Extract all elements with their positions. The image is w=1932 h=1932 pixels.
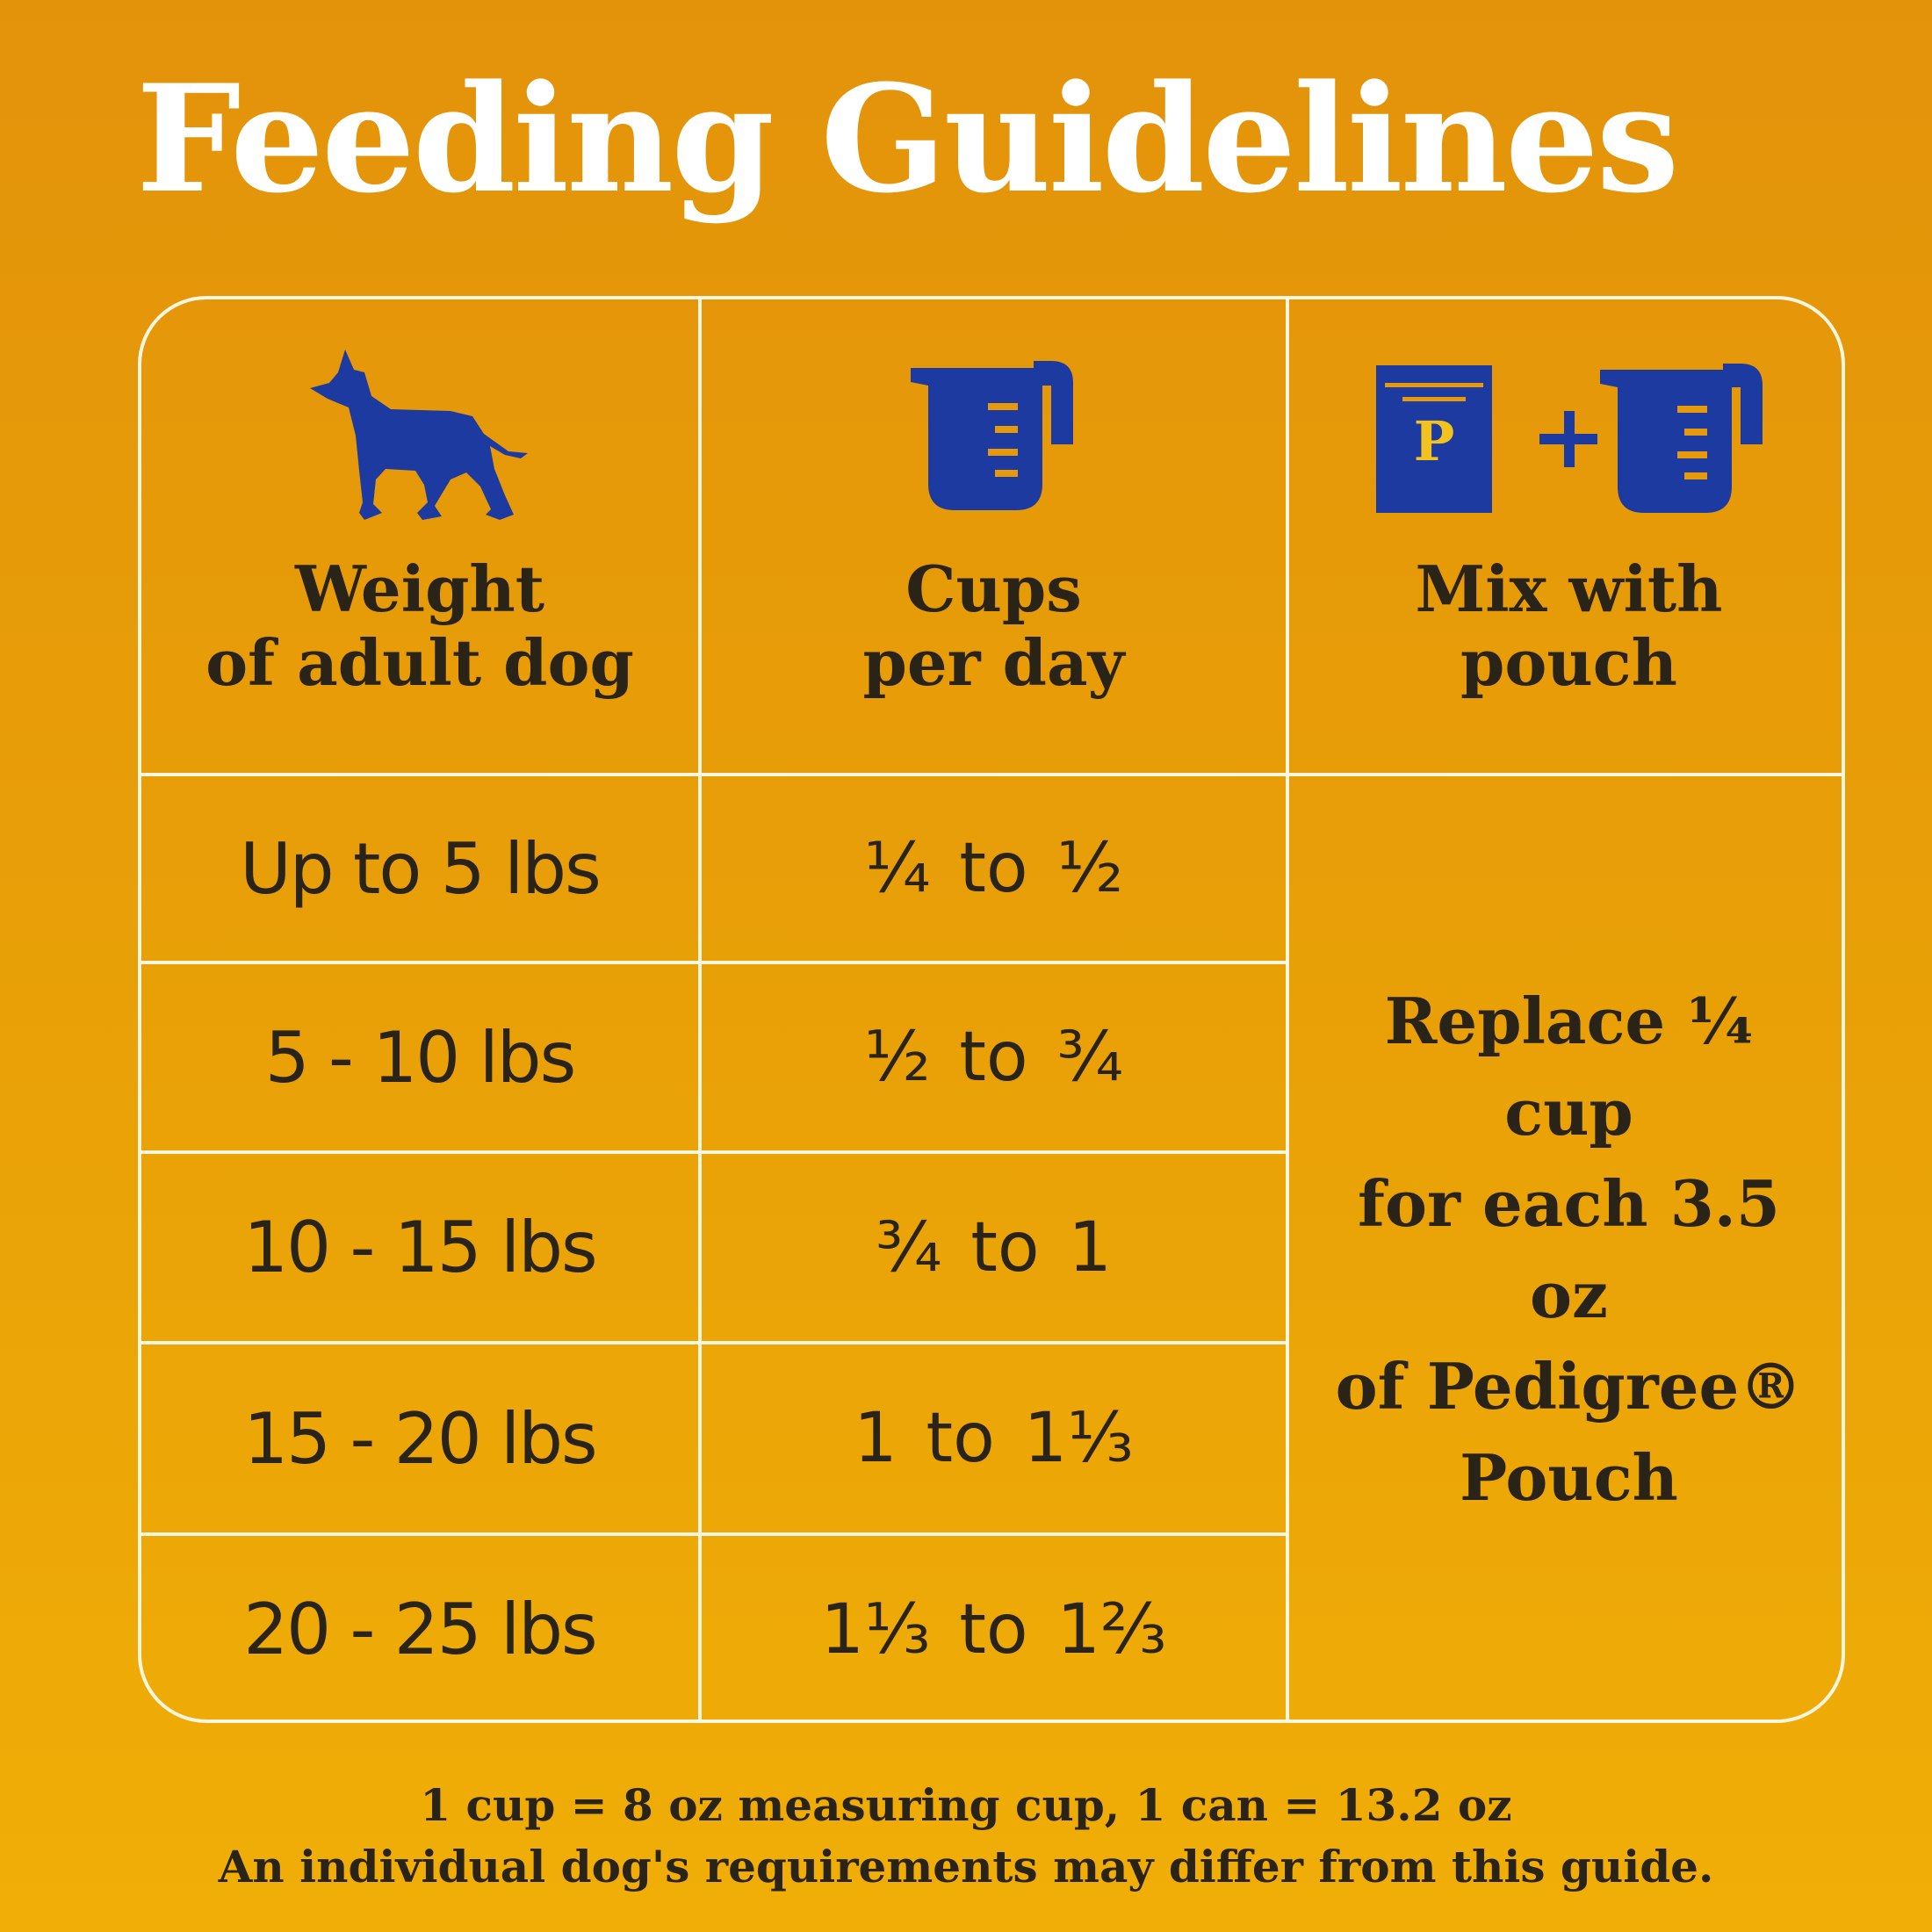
cups-cell: 1⅓ to 1⅔ [820,1590,1167,1669]
weight-cell: 20 - 25 lbs [243,1589,597,1670]
dog-icon [310,343,530,528]
header-cups: Cups per day [702,299,1286,773]
row-divider [141,1341,1289,1344]
footnote-disclaimer: An individual dog's requirements may dif… [218,1841,1714,1892]
pouch-letter: P [1413,409,1454,473]
mix-note-line: Replace ¼ cup [1384,984,1754,1150]
weight-cell: 5 - 10 lbs [264,1016,577,1099]
weight-cell: Up to 5 lbs [240,827,602,910]
mix-note-line: of Pedigree® [1335,1349,1803,1424]
cups-cell: ¾ to 1 [875,1208,1113,1287]
mix-note-line: Pouch [1460,1440,1678,1515]
header-mix-line2: pouch [1460,625,1677,700]
feeding-table: Weight of adult dog Cups per day [138,296,1845,1723]
header-weight-line1: Weight [294,551,545,626]
row-divider [141,961,1289,964]
weight-cell: 15 - 20 lbs [243,1397,597,1480]
header-weight-line2: of adult dog [205,625,634,700]
footnote-measure: 1 cup = 8 oz measuring cup, 1 can = 13.2… [420,1779,1512,1831]
measuring-cup-icon [910,343,1078,528]
pouch-plus-cup-icon: P [1375,343,1763,528]
column-divider [1286,299,1289,1719]
header-divider [141,773,1842,776]
header-mix-line1: Mix with [1415,551,1723,626]
header-weight: Weight of adult dog [141,299,698,773]
mix-note: Replace ¼ cup for each 3.5 oz of Pedigre… [1289,776,1842,1719]
header-mix: P Mix with pouch [1289,299,1842,773]
cups-cell: ¼ to ½ [863,829,1124,908]
page-title: Feeding Guidelines [136,52,1679,226]
cups-cell: ½ to ¾ [863,1018,1124,1097]
row-divider [141,1532,1289,1536]
header-cups-line1: Cups [905,551,1082,626]
weight-cell: 10 - 15 lbs [243,1207,597,1288]
column-divider [698,299,702,1719]
header-cups-line2: per day [862,625,1125,700]
cups-cell: 1 to 1⅓ [854,1399,1134,1478]
mix-note-line: for each 3.5 oz [1358,1166,1780,1332]
row-divider [141,1150,1289,1154]
